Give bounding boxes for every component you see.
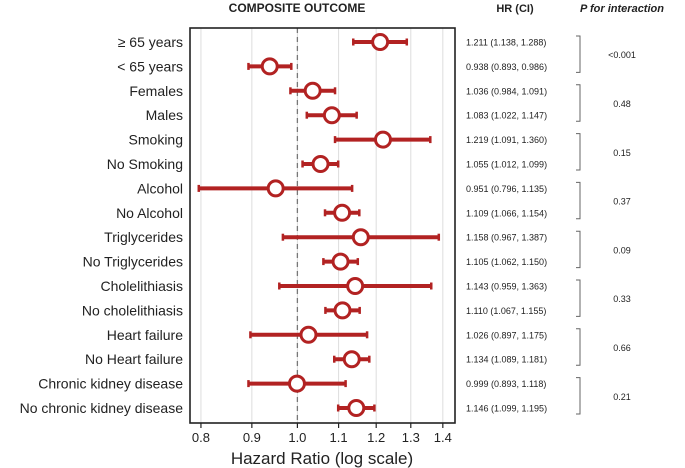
hr-point <box>331 252 350 271</box>
hr-point <box>287 374 306 393</box>
row-label: Chronic kidney disease <box>38 376 183 392</box>
row-label: Triglycerides <box>104 229 183 245</box>
p-value: 0.15 <box>613 148 631 158</box>
p-for-interaction: <0.001 0.48 0.15 0.37 0.09 0.33 0.66 0.21 <box>576 35 636 415</box>
hr-ci-value: 1.110 (1.067, 1.155) <box>466 306 546 316</box>
x-tick-label: 1.2 <box>367 430 385 445</box>
hr-ci-value: 0.951 (0.796, 1.135) <box>466 184 547 194</box>
row-label: Females <box>129 83 183 99</box>
p-value: 0.37 <box>613 197 631 207</box>
hr-point <box>347 399 366 417</box>
p-bracket <box>576 377 581 415</box>
hr-point <box>342 350 361 369</box>
forest-rows: ≥ 65 years < 65 years Females Males Smoking N… <box>20 33 441 417</box>
hr-point <box>373 130 392 149</box>
hr-ci-value: 1.211 (1.138, 1.288) <box>466 38 546 48</box>
hr-ci-value: 1.036 (0.984, 1.091) <box>466 86 547 96</box>
hr-values: 1.211 (1.138, 1.288) 0.938 (0.893, 0.986)… <box>466 38 547 414</box>
x-tick-label: 1.3 <box>402 430 420 445</box>
row-label: < 65 years <box>117 58 183 74</box>
chart-title: COMPOSITE OUTCOME <box>229 1 366 15</box>
p-value: 0.48 <box>613 99 631 109</box>
p-bracket <box>576 279 581 317</box>
x-tick-label: 1.0 <box>288 430 306 445</box>
hr-point <box>333 301 352 320</box>
p-value: 0.33 <box>613 294 631 304</box>
hr-point <box>333 203 352 222</box>
p-value: 0.09 <box>613 245 631 255</box>
hr-point <box>303 81 322 100</box>
hr-point <box>299 325 318 344</box>
p-value: 0.66 <box>613 343 631 353</box>
gridlines <box>200 28 444 423</box>
hr-ci-value: 1.109 (1.066, 1.154) <box>466 208 547 218</box>
row-label: No Triglycerides <box>83 254 183 270</box>
p-bracket <box>576 84 581 122</box>
hr-point <box>260 57 279 76</box>
p-bracket <box>576 181 581 220</box>
hr-ci-value: 0.999 (0.893, 1.118) <box>466 379 546 389</box>
hr-point <box>351 228 370 247</box>
x-axis-ticks: 0.8 0.9 1.0 1.1 1.2 1.3 1.4 <box>192 423 452 445</box>
row-label: Alcohol <box>137 180 183 196</box>
hr-ci-value: 1.146 (1.099, 1.195) <box>466 404 547 414</box>
row-label: ≥ 65 years <box>118 34 183 50</box>
row-label: No Alcohol <box>116 205 183 221</box>
p-bracket <box>576 328 581 366</box>
x-tick-label: 0.9 <box>243 430 261 445</box>
row-label: No chronic kidney disease <box>20 400 184 416</box>
row-label: Males <box>146 107 183 123</box>
p-bracket <box>576 35 581 73</box>
hr-point <box>346 277 365 295</box>
hr-ci-value: 1.158 (0.967, 1.387) <box>466 233 547 243</box>
hr-ci-value: 1.026 (0.897, 1.175) <box>466 330 547 340</box>
row-label: No cholelithiasis <box>82 302 183 318</box>
p-column-header: P for interaction <box>580 3 664 15</box>
p-bracket <box>576 133 581 171</box>
hr-ci-value: 1.143 (0.959, 1.363) <box>466 282 547 292</box>
x-tick-label: 1.4 <box>434 430 452 445</box>
hr-column-header: HR (CI) <box>496 3 534 15</box>
hr-ci-value: 1.105 (1.062, 1.150) <box>466 257 547 267</box>
hr-point <box>266 179 285 198</box>
x-tick-label: 1.1 <box>330 430 348 445</box>
row-label: Cholelithiasis <box>101 278 183 294</box>
hr-ci-value: 1.083 (1.022, 1.147) <box>466 111 547 121</box>
plot-frame <box>189 27 456 424</box>
row-label: Smoking <box>129 132 183 148</box>
hr-ci-value: 1.219 (1.091, 1.360) <box>466 135 547 145</box>
x-tick-label: 0.8 <box>192 430 210 445</box>
hr-point <box>311 155 330 173</box>
hr-point <box>322 106 341 125</box>
hr-ci-value: 0.938 (0.893, 0.986) <box>466 62 547 72</box>
row-label: Heart failure <box>107 327 183 343</box>
hr-ci-value: 1.055 (1.012, 1.099) <box>466 160 547 170</box>
row-label: No Smoking <box>107 156 183 172</box>
hr-ci-value: 1.134 (1.089, 1.181) <box>466 355 547 365</box>
p-value: 0.21 <box>613 392 631 402</box>
p-bracket <box>576 230 581 269</box>
x-axis-label: Hazard Ratio (log scale) <box>231 449 413 468</box>
p-value: <0.001 <box>608 50 636 60</box>
row-label: No Heart failure <box>85 351 183 367</box>
hr-point <box>371 33 390 51</box>
